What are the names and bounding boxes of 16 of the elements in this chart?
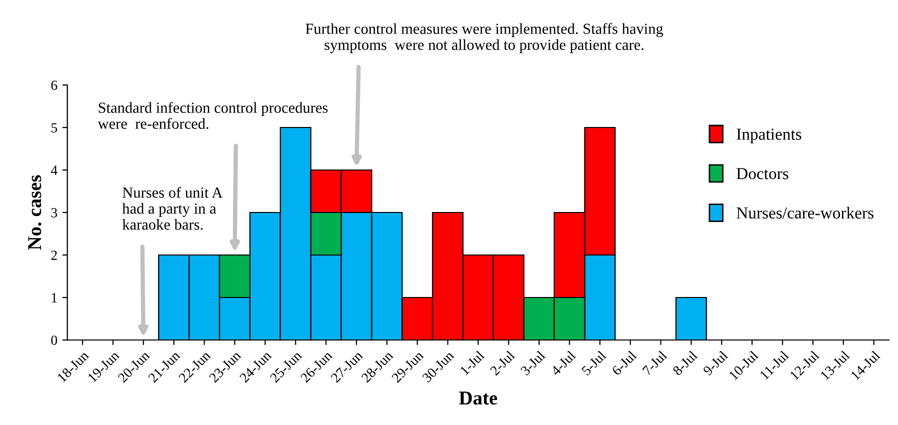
y-tick-label: 2 bbox=[51, 250, 57, 260]
legend-label: Inpatients bbox=[736, 128, 802, 144]
legend-label: Nurses/care-workers bbox=[736, 206, 874, 219]
annotation: Further control measures were implemented. Staffs having symptoms were not allowed to provide patient care. bbox=[306, 23, 664, 54]
x-tick-label: 4-Jul bbox=[550, 350, 576, 376]
x-axis-title: Date bbox=[459, 392, 498, 405]
annotation: Nurses of unit A had a party in a karaoke bars. bbox=[122, 186, 223, 230]
y-axis-title: No. cases bbox=[28, 175, 42, 250]
y-tick-label: 1 bbox=[52, 293, 57, 302]
annotation: Standard infection control procedures were re-enforced. bbox=[98, 102, 328, 129]
y-tick-label: 6 bbox=[51, 80, 58, 90]
y-tick-label: 0 bbox=[51, 336, 58, 345]
legend-label: Doctors bbox=[736, 168, 788, 180]
y-tick-label: 5 bbox=[51, 123, 58, 132]
y-tick-label: 4 bbox=[50, 166, 58, 175]
y-tick-label: 3 bbox=[51, 208, 58, 218]
